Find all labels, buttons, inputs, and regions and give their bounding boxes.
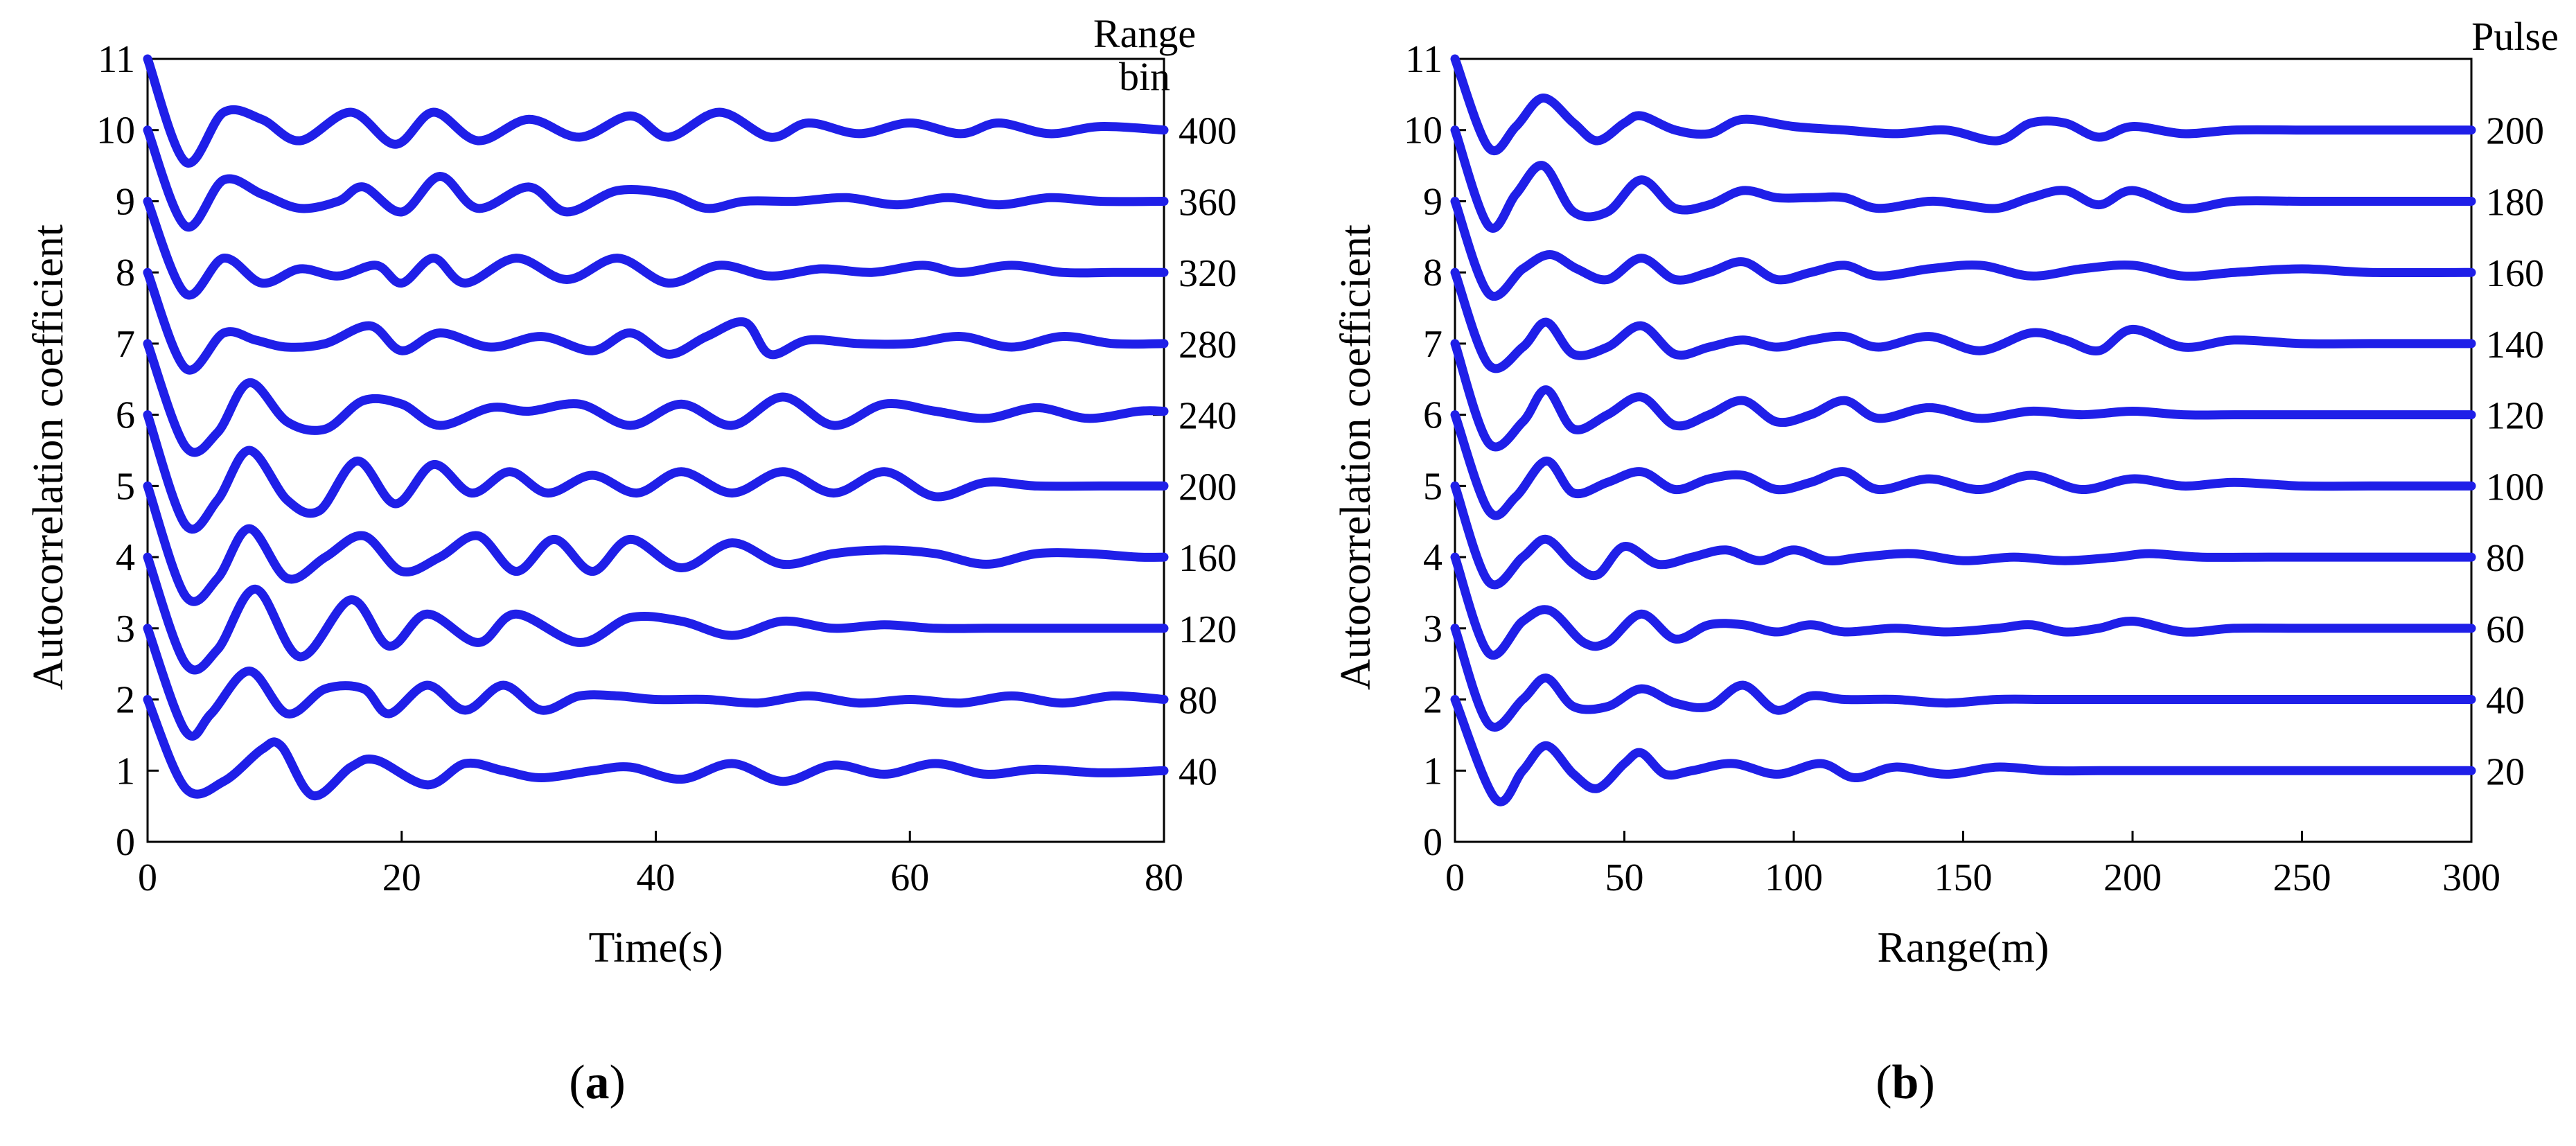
series-line-80 — [1450, 481, 2476, 590]
plot-frame — [146, 58, 1165, 843]
y-tick-label: 7 — [116, 323, 135, 366]
panel-caption: (b) — [1876, 1056, 1935, 1109]
panel-a: 0 1 2 3 4 5 6 7 8 9 10 11 0 20 40 60 80 40 80 120 160 200 240 2… — [25, 11, 1237, 1109]
series-line-40 — [1450, 624, 2476, 732]
right-tick-label: 100 — [2486, 466, 2544, 509]
right-tick-label: 80 — [1179, 680, 1217, 723]
x-tick-label: 0 — [1445, 856, 1465, 899]
x-tick-label: 100 — [1765, 856, 1823, 899]
series-line-160 — [1450, 197, 2476, 301]
right-tick-label: 180 — [2486, 181, 2544, 224]
x-tick-label: 80 — [1145, 856, 1183, 899]
series-line-100 — [1450, 410, 2476, 520]
y-tick-label: 11 — [1405, 38, 1443, 81]
y-tick-label: 2 — [116, 679, 135, 722]
series-line-80 — [143, 624, 1169, 741]
y-tick-label: 9 — [116, 180, 135, 223]
y-axis-label: Autocorrelation coefficient — [25, 224, 72, 690]
y-tick-label: 7 — [1423, 323, 1443, 366]
y-tick-label: 1 — [116, 750, 135, 793]
x-tick-label: 50 — [1605, 856, 1644, 899]
series-line-200 — [143, 410, 1169, 534]
right-axis-title: bin — [1119, 54, 1170, 99]
right-tick-label: 320 — [1179, 252, 1237, 295]
caption-letter: a — [585, 1056, 610, 1109]
series-line-140 — [1450, 267, 2476, 373]
series-line-280 — [143, 267, 1169, 375]
right-tick-label: 160 — [1179, 537, 1237, 580]
x-tick-label: 150 — [1934, 856, 1993, 899]
y-tick-label: 0 — [116, 821, 135, 864]
y-tick-label: 4 — [1423, 536, 1443, 579]
series-line-180 — [1450, 125, 2476, 233]
series-line-20 — [1450, 695, 2476, 806]
series-line-40 — [143, 695, 1169, 800]
y-tick-label: 10 — [1404, 109, 1443, 152]
y-tick-label: 10 — [96, 109, 135, 152]
right-tick-label: 160 — [2486, 252, 2544, 295]
series-line-400 — [143, 54, 1169, 168]
x-tick-label: 250 — [2273, 856, 2331, 899]
x-tick-label: 40 — [637, 856, 676, 899]
right-tick-label: 240 — [1179, 395, 1237, 438]
series-line-120 — [1450, 339, 2476, 452]
right-tick-label: 140 — [2486, 324, 2544, 367]
right-tick-label: 200 — [1179, 466, 1237, 509]
right-tick-label: 400 — [1179, 110, 1237, 153]
right-tick-label: 280 — [1179, 324, 1237, 367]
right-tick-label: 60 — [2486, 608, 2525, 651]
plot-frame — [1454, 58, 2473, 843]
x-tick-label: 60 — [890, 856, 929, 899]
y-tick-label: 4 — [116, 536, 135, 579]
x-tick-label: 0 — [138, 856, 157, 899]
y-tick-label: 3 — [1423, 608, 1443, 651]
x-axis-label: Time(s) — [588, 924, 723, 971]
x-tick-label: 200 — [2103, 856, 2162, 899]
y-tick-label: 8 — [1423, 252, 1443, 294]
series-line-240 — [143, 339, 1169, 457]
y-tick-label: 9 — [1423, 180, 1443, 223]
y-tick-label: 6 — [1423, 394, 1443, 437]
right-tick-label: 120 — [2486, 395, 2544, 438]
y-tick-label: 0 — [1423, 821, 1443, 864]
series-line-60 — [1450, 552, 2476, 660]
x-tick-label: 20 — [382, 856, 421, 899]
right-tick-label: 40 — [1179, 750, 1217, 793]
caption-close: ) — [1918, 1056, 1934, 1109]
x-axis-label: Range(m) — [1878, 924, 2049, 971]
y-tick-label: 3 — [116, 608, 135, 651]
right-axis-title: Pulse — [2471, 14, 2559, 59]
x-tick-label: 300 — [2442, 856, 2500, 899]
y-tick-label: 5 — [116, 465, 135, 508]
right-tick-label: 200 — [2486, 110, 2544, 153]
y-tick-label: 8 — [116, 252, 135, 294]
series-line-160 — [143, 481, 1169, 606]
caption-letter: b — [1892, 1056, 1919, 1109]
y-tick-label: 1 — [1423, 750, 1443, 793]
y-tick-label: 6 — [116, 394, 135, 437]
panel-b: 0 1 2 3 4 5 6 7 8 9 10 11 0 50 100 150 200 250 300 20 40 60 80… — [1332, 14, 2559, 1109]
right-tick-label: 80 — [2486, 537, 2525, 580]
right-tick-label: 120 — [1179, 608, 1237, 651]
series-line-120 — [143, 552, 1169, 675]
caption-close: ) — [610, 1056, 626, 1109]
right-tick-label: 40 — [2486, 680, 2525, 723]
y-tick-label: 11 — [98, 38, 135, 81]
right-tick-label: 20 — [2486, 750, 2525, 793]
y-tick-label: 2 — [1423, 679, 1443, 722]
caption-open: ( — [569, 1056, 585, 1109]
series-line-320 — [143, 197, 1169, 300]
right-tick-label: 360 — [1179, 181, 1237, 224]
y-tick-label: 5 — [1423, 465, 1443, 508]
series-line-200 — [1450, 54, 2476, 155]
y-axis-label: Autocorrelation coefficient — [1332, 224, 1379, 690]
panel-caption: (a) — [569, 1056, 626, 1109]
right-axis-title: Range — [1093, 11, 1196, 56]
caption-open: ( — [1876, 1056, 1891, 1109]
series-line-360 — [143, 125, 1169, 232]
